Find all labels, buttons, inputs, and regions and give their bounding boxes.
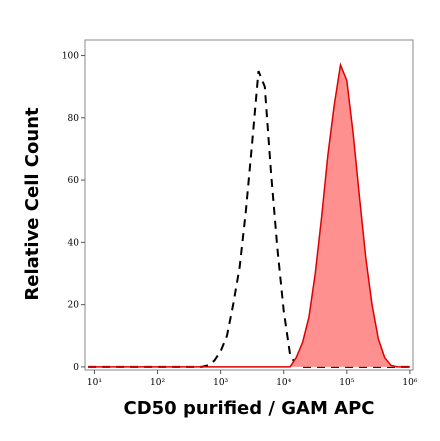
y-tick-label: 0 [73,363,79,373]
x-axis-title: CD50 purified / GAM APC [124,398,375,419]
y-tick-label: 20 [68,301,80,311]
histogram-area [88,64,410,367]
x-tick-label: 10² [150,378,165,388]
y-tick-label: 60 [68,176,80,186]
x-tick-label: 10⁶ [402,378,417,388]
plot-frame [84,39,414,371]
x-tick-label: 10³ [213,378,228,388]
y-tick-label: 40 [68,238,80,248]
y-tick-label: 100 [62,52,79,62]
histogram-line [88,62,410,368]
y-axis-title: Relative Cell Count [22,107,43,301]
x-tick-label: 10¹ [87,378,102,388]
x-tick-label: 10⁴ [276,378,291,388]
x-tick-label: 10⁵ [339,378,354,388]
y-tick-label: 80 [68,114,80,124]
